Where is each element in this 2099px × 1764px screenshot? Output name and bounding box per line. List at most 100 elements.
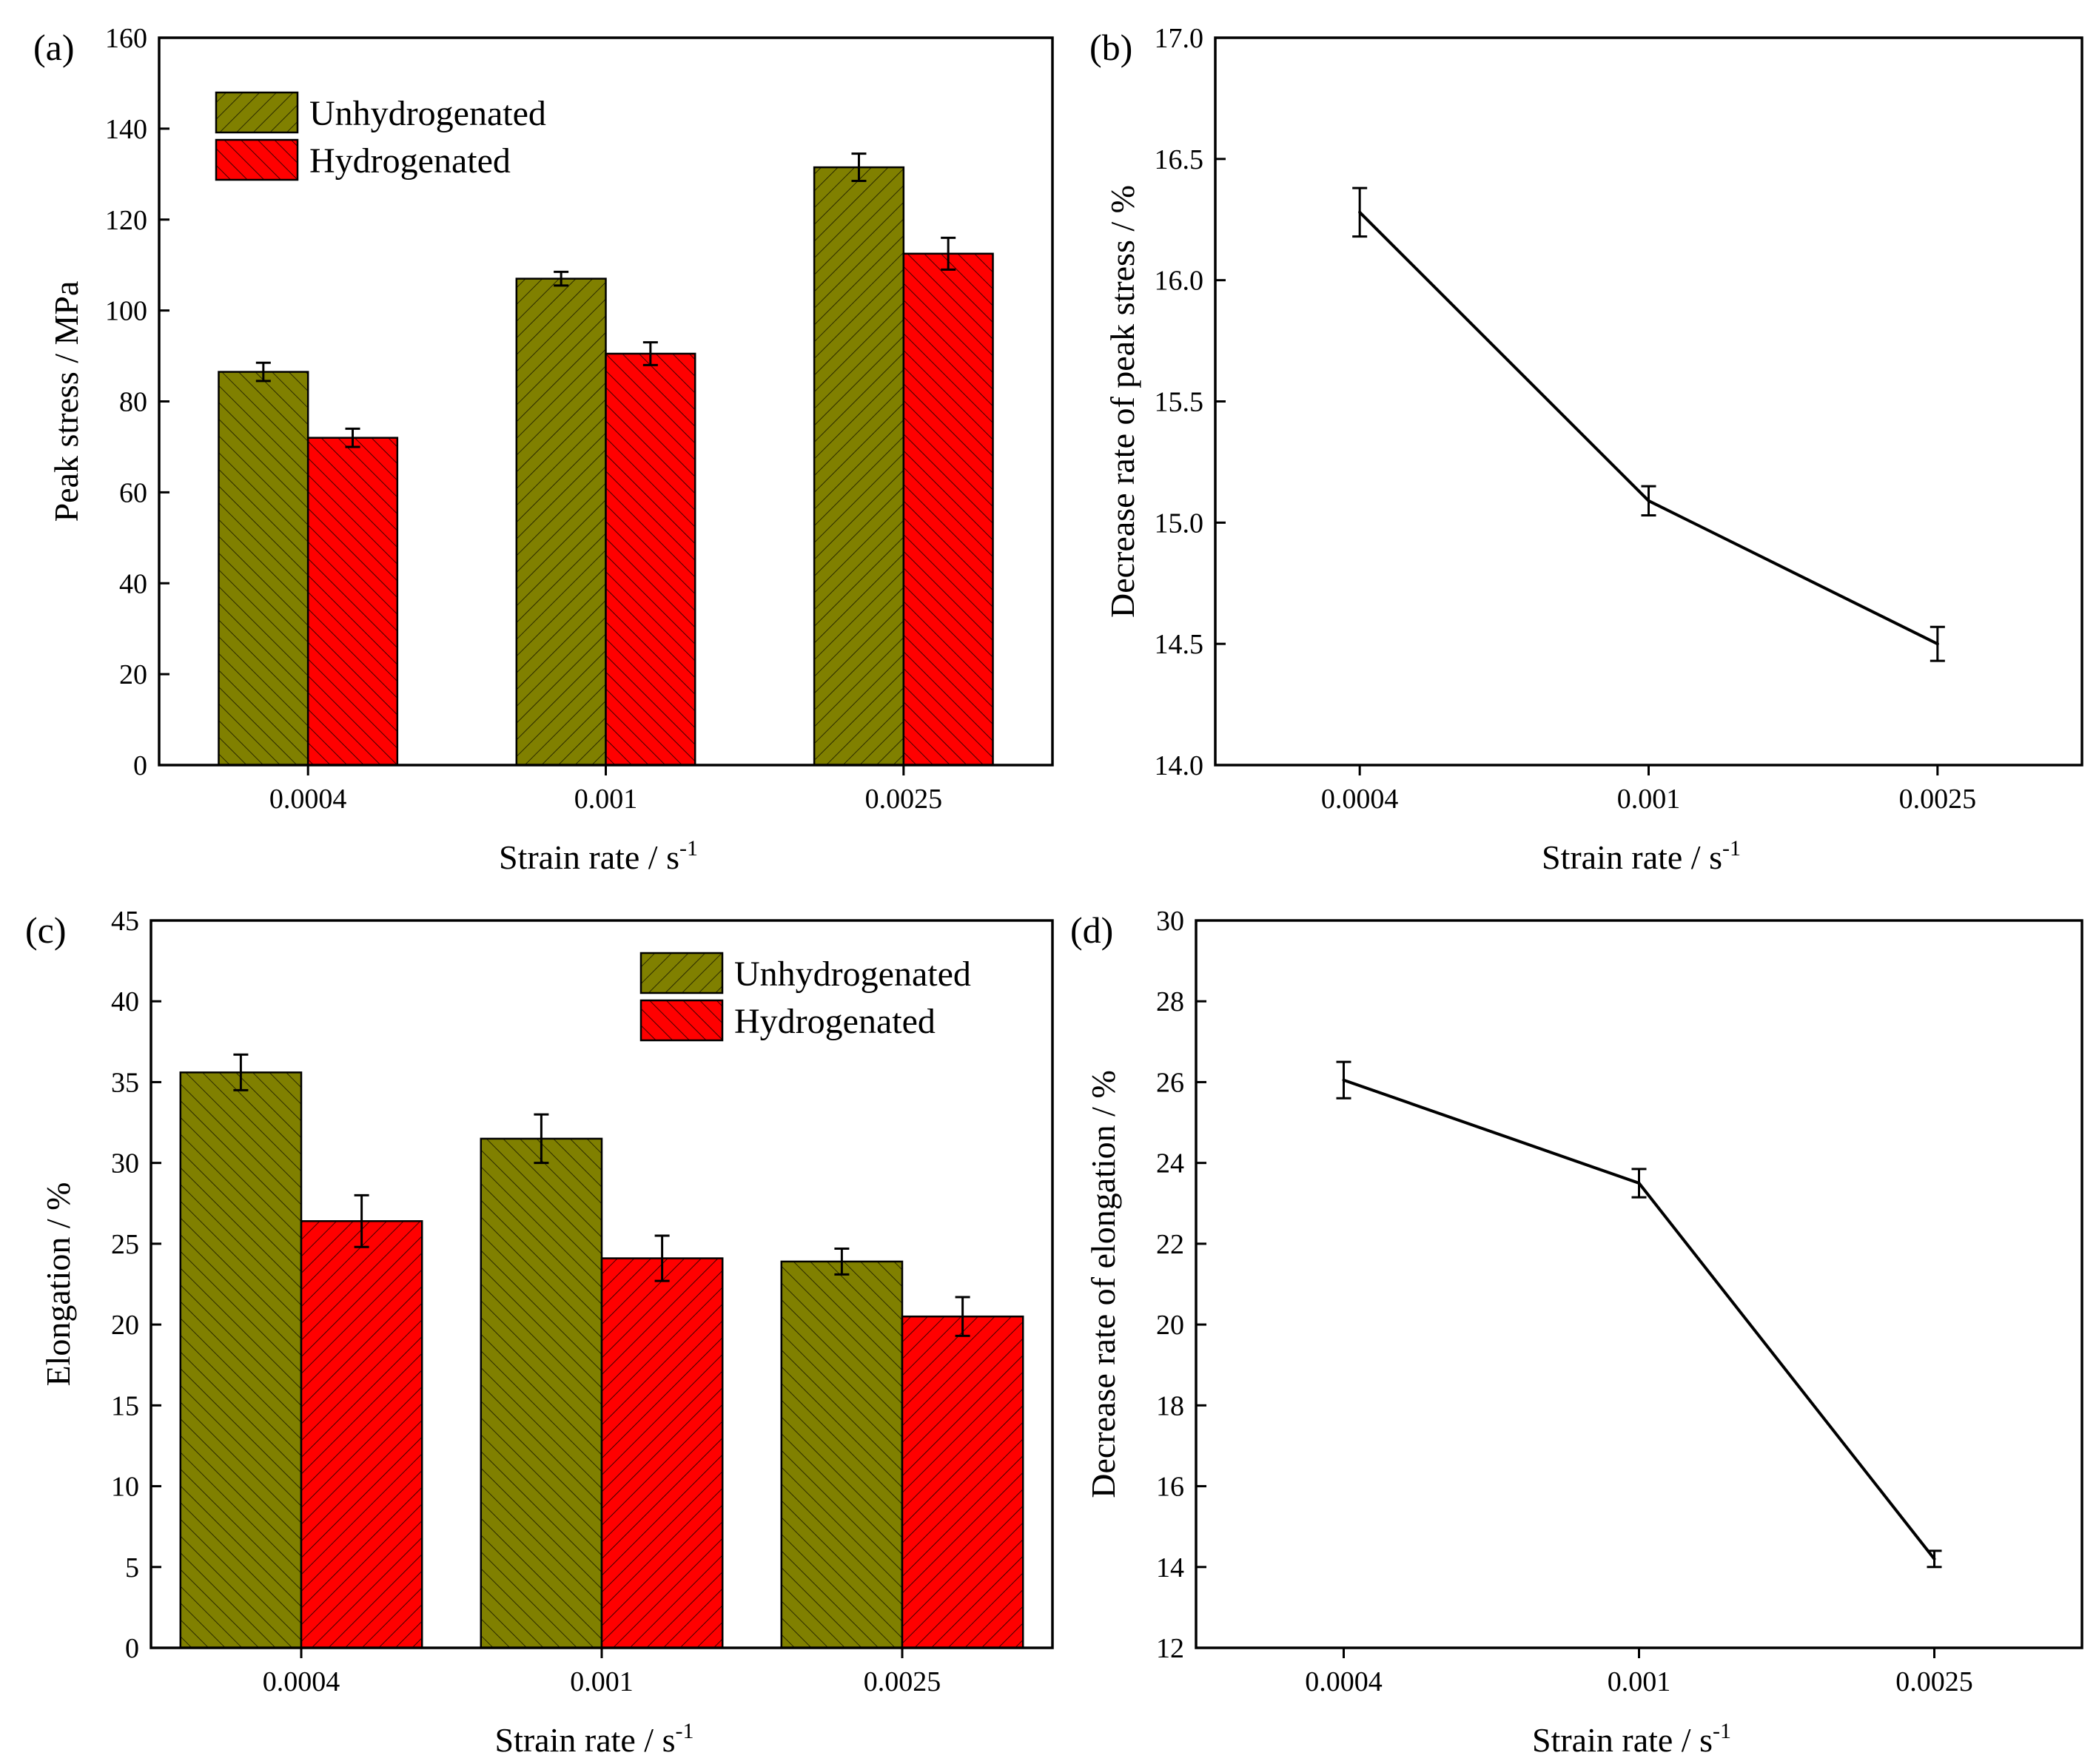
y-axis-label: Peak stress / MPa — [47, 281, 85, 522]
x-axis-label-superscript: -1 — [1713, 1719, 1731, 1743]
x-tick-label: 0.001 — [1617, 784, 1681, 815]
bar-unhydrogenated — [813, 166, 905, 767]
y-tick-label: 80 — [119, 387, 147, 418]
error-bar — [851, 152, 867, 183]
chart-panel-a: (a) 0 20 40 60 80 100 120 140 160 0.0004 0.001 0.002… — [33, 23, 1054, 876]
error-bar — [642, 341, 658, 366]
legend-swatch-unhydrogenated — [215, 91, 299, 134]
x-tick-label: 0.001 — [570, 1666, 634, 1697]
panel-label: (c) — [25, 909, 67, 951]
x-tick-label: 0.0004 — [269, 784, 347, 815]
data-point — [1932, 1557, 1936, 1561]
x-tick-label: 0.0025 — [1895, 1666, 1973, 1697]
x-axis-label-superscript: -1 — [679, 836, 698, 861]
data-point — [1342, 1078, 1346, 1082]
y-tick-label: 24 — [1156, 1148, 1184, 1179]
error-bar — [255, 361, 271, 383]
y-tick-label: 16 — [1156, 1472, 1184, 1503]
series-line — [1358, 211, 1938, 645]
y-tick-label: 17.0 — [1155, 23, 1204, 54]
x-tick-label: 0.001 — [1608, 1666, 1671, 1697]
legend-label: Hydrogenated — [309, 141, 511, 181]
y-axis-label: Decrease rate of elongation / % — [1084, 1070, 1122, 1498]
y-tick-label: 20 — [119, 659, 147, 690]
y-tick-label: 14.0 — [1155, 750, 1204, 781]
error-bar — [834, 1247, 850, 1276]
x-axis-label: Strain rate / s-1 — [495, 1719, 694, 1759]
y-tick-label: 22 — [1156, 1229, 1184, 1260]
legend-label: Unhydrogenated — [309, 94, 546, 133]
error-bar — [345, 427, 360, 448]
bar-hydrogenated — [902, 252, 994, 767]
y-tick-label: 16.5 — [1155, 144, 1204, 175]
bar-unhydrogenated — [515, 277, 607, 767]
y-tick-label: 40 — [111, 986, 139, 1017]
y-tick-label: 35 — [111, 1067, 139, 1098]
y-axis-label: Decrease rate of peak stress / % — [1104, 185, 1141, 618]
error-bar — [654, 1234, 670, 1282]
error-bar — [955, 1296, 970, 1337]
bar-hydrogenated — [306, 437, 399, 767]
panel-label: (a) — [33, 27, 75, 68]
legend-swatch-unhydrogenated — [639, 952, 724, 994]
data-point — [1647, 499, 1650, 502]
legend-label: Hydrogenated — [734, 1002, 936, 1041]
y-axis-label: Elongation / % — [39, 1182, 77, 1387]
y-tick-label: 28 — [1156, 986, 1184, 1017]
y-tick-label: 5 — [125, 1552, 139, 1583]
y-tick-label: 20 — [111, 1310, 139, 1341]
bar-hydrogenated — [300, 1220, 423, 1649]
y-tick-label: 15.0 — [1155, 508, 1204, 539]
legend-label: Unhydrogenated — [734, 955, 971, 994]
y-tick-label: 40 — [119, 568, 147, 599]
plot-frame — [1214, 36, 2083, 767]
y-tick-label: 30 — [111, 1148, 139, 1179]
x-axis-label-text: Strain rate / s — [499, 838, 679, 876]
data-point — [1637, 1181, 1641, 1185]
plot-frame — [1195, 919, 2083, 1649]
y-tick-label: 18 — [1156, 1390, 1184, 1421]
error-bar — [534, 1113, 549, 1165]
bar-unhydrogenated — [780, 1260, 904, 1649]
y-tick-label: 20 — [1156, 1310, 1184, 1341]
x-axis-label: Strain rate / s-1 — [1542, 836, 1741, 876]
y-tick-label: 26 — [1156, 1067, 1184, 1098]
x-axis-label-superscript: -1 — [1722, 836, 1741, 861]
x-axis-label: Strain rate / s-1 — [1532, 1719, 1731, 1759]
x-tick-label: 0.0025 — [1899, 784, 1977, 815]
error-bar — [941, 236, 956, 271]
legend-swatch-hydrogenated — [639, 999, 724, 1042]
bar-unhydrogenated — [218, 371, 309, 767]
y-tick-label: 60 — [119, 477, 147, 508]
y-tick-label: 16.0 — [1155, 266, 1204, 297]
y-tick-label: 140 — [105, 114, 147, 145]
data-point — [1935, 642, 1939, 646]
bar-hydrogenated — [605, 352, 696, 767]
chart-panel-b: (b) 14.0 14.5 15.0 15.5 16.0 16.5 17.0 0.0004 0.0… — [1089, 23, 2083, 876]
y-tick-label: 120 — [105, 205, 147, 236]
chart-panel-c: (c) 0 5 10 15 20 25 30 35 40 45 0.0004 0.001 0.0025 St… — [25, 906, 1054, 1759]
bar-hydrogenated — [600, 1257, 724, 1649]
x-tick-label: 0.0004 — [1321, 784, 1399, 815]
error-bar — [354, 1194, 369, 1248]
x-axis-label-text: Strain rate / s — [1542, 838, 1722, 876]
x-tick-label: 0.0004 — [1305, 1666, 1383, 1697]
bar-unhydrogenated — [480, 1137, 603, 1649]
y-tick-label: 160 — [105, 23, 147, 54]
y-tick-label: 0 — [133, 750, 147, 781]
x-axis-label: Strain rate / s-1 — [499, 836, 698, 876]
data-point — [1358, 210, 1362, 214]
y-tick-label: 100 — [105, 296, 147, 327]
x-axis-label-superscript: -1 — [676, 1719, 694, 1743]
y-tick-label: 10 — [111, 1472, 139, 1503]
x-tick-label: 0.001 — [574, 784, 638, 815]
series-line — [1343, 1078, 1936, 1561]
legend-swatch-hydrogenated — [215, 138, 299, 181]
chart-panel-d: (d) 12 14 16 18 20 22 24 26 28 30 0.0004 0.001 0.0025… — [1070, 906, 2083, 1759]
panel-label: (b) — [1089, 27, 1132, 68]
y-tick-label: 12 — [1156, 1633, 1184, 1664]
bar-unhydrogenated — [179, 1071, 303, 1649]
x-tick-label: 0.0025 — [864, 1666, 941, 1697]
y-tick-label: 30 — [1156, 906, 1184, 937]
